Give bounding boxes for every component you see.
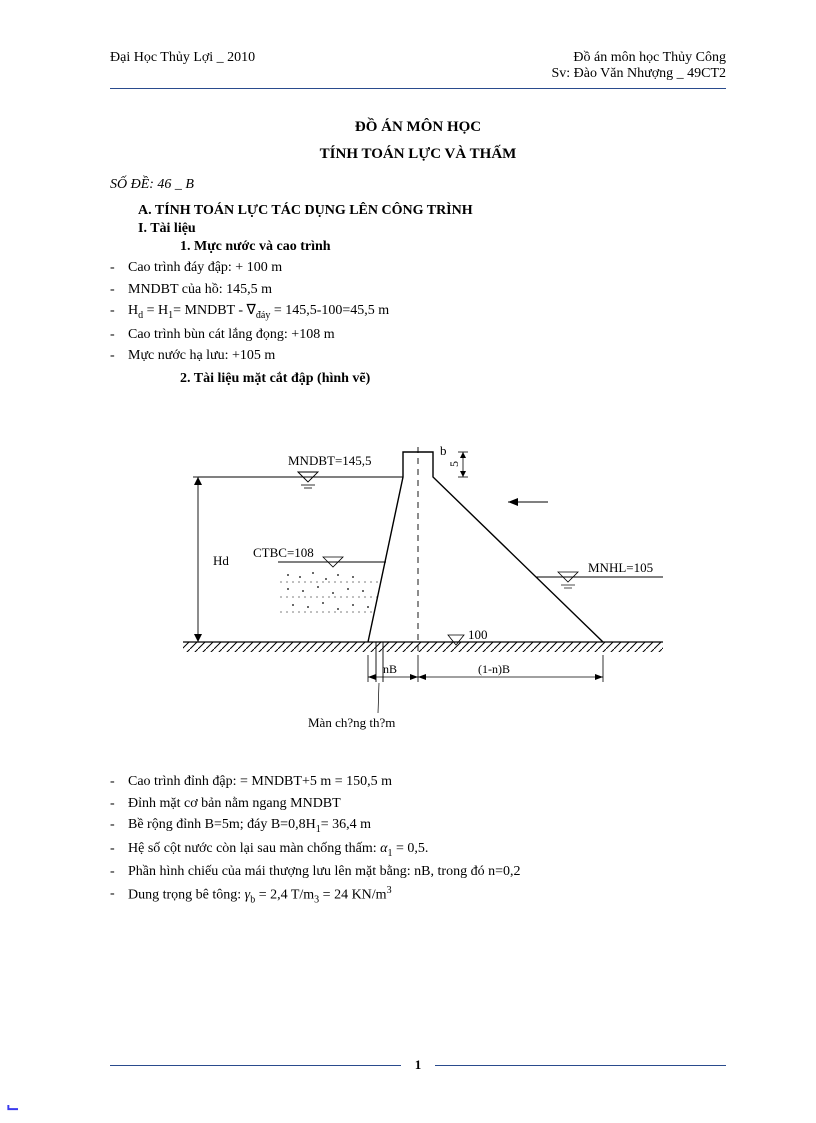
l1i2-mid2: = MNDBT - ∇ (173, 303, 256, 318)
corner-mark-icon: ⌙ (6, 1097, 19, 1117)
list-1: Cao trình đáy đập: + 100 m MNDBT của hồ:… (110, 257, 726, 367)
l2i3-alpha: α (380, 841, 387, 856)
l2i5-mid: = 2,4 T/m (255, 887, 314, 902)
dim-hd: Hd (193, 477, 229, 642)
water-symbol-upstream (298, 472, 318, 488)
ground-hatch (183, 642, 663, 652)
sediment-dots (280, 572, 380, 612)
l1i2-end: = 145,5-100=45,5 m (270, 303, 389, 318)
water-symbol-mnhl (558, 572, 578, 588)
header-right-line2: Sv: Đào Văn Nhượng _ 49CT2 (551, 66, 726, 82)
header-left: Đại Học Thủy Lợi _ 2010 (110, 50, 255, 82)
dim-5: 5 (447, 452, 468, 477)
label-mndbt: MNDBT=145,5 (288, 453, 372, 468)
label-b: b (440, 443, 447, 458)
list1-item-4: Mực nước hạ lưu: +105 m (110, 345, 726, 367)
label-ctbc: CTBC=108 (253, 545, 314, 560)
label-man: Màn ch?ng th?m (308, 715, 395, 730)
list2-item-2: Bề rộng đỉnh B=5m; đáy B=0,8H1= 36,4 m (110, 814, 726, 837)
flow-arrow-icon (508, 498, 548, 506)
footer-rule-right (435, 1065, 726, 1066)
l2i3-end: = 0,5. (393, 841, 429, 856)
l2i2-pre: Bề rộng đỉnh B=5m; đáy B=0,8H (128, 817, 316, 832)
header-right: Đồ án môn học Thủy Công Sv: Đào Văn Nhượ… (551, 50, 726, 82)
section-a-heading: A. TÍNH TOÁN LỰC TÁC DỤNG LÊN CÔNG TRÌNH (138, 203, 726, 219)
header-rule (110, 88, 726, 89)
page-header: Đại Học Thủy Lợi _ 2010 Đồ án môn học Th… (110, 50, 726, 82)
list-2: Cao trình đỉnh đập: = MNDBT+5 m = 150,5 … (110, 771, 726, 908)
l2i3-pre: Hệ số cột nước còn lại sau màn chống thấ… (128, 841, 380, 856)
label-1nB: (1-n)B (478, 662, 510, 676)
label-nB: nB (383, 662, 397, 676)
label-5: 5 (447, 461, 461, 467)
l2i5-sup2: 3 (387, 885, 392, 896)
l2i5-mid2: = 24 KN/m (319, 887, 386, 902)
dam-cross-section-diagram: MNDBT=145,5 b 5 Hd CTBC=108 (158, 417, 678, 747)
label-mnhl: MNHL=105 (588, 560, 653, 575)
l2i2-end: = 36,4 m (321, 817, 371, 832)
list2-item-3: Hệ số cột nước còn lại sau màn chống thấ… (110, 838, 726, 861)
dim-base: nB (1-n)B (368, 655, 603, 682)
header-right-line1: Đồ án môn học Thủy Công (551, 50, 726, 66)
dam-outline (368, 452, 603, 642)
page-footer: 1 (110, 1057, 726, 1073)
l1i2-mid1: = H (143, 303, 168, 318)
page-number: 1 (401, 1057, 436, 1073)
section-2-heading: 2. Tài liệu mặt cắt đập (hình vẽ) (180, 371, 726, 387)
l1i2-pre: H (128, 303, 138, 318)
list1-item-1: MNDBT của hồ: 145,5 m (110, 279, 726, 301)
doc-title-1: ĐỒ ÁN MÔN HỌC (110, 119, 726, 136)
label-hd: Hd (213, 553, 229, 568)
list2-item-4: Phần hình chiếu của mái thượng lưu lên m… (110, 861, 726, 883)
list1-item-0: Cao trình đáy đập: + 100 m (110, 257, 726, 279)
list2-item-1: Đỉnh mặt cơ bản nằm ngang MNDBT (110, 793, 726, 815)
section-i-heading: I. Tài liệu (138, 221, 726, 237)
list2-item-0: Cao trình đỉnh đập: = MNDBT+5 m = 150,5 … (110, 771, 726, 793)
doc-title-2: TÍNH TOÁN LỰC VÀ THẤM (110, 146, 726, 163)
list2-item-5: Dung trọng bê tông: γb = 2,4 T/m3 = 24 K… (110, 883, 726, 908)
list1-item-3: Cao trình bùn cát lắng đọng: +108 m (110, 324, 726, 346)
label-100: 100 (468, 627, 488, 642)
l1i2-sub3: đáy (256, 310, 270, 321)
curtain-label: Màn ch?ng th?m (308, 683, 395, 730)
l2i5-pre: Dung trọng bê tông: (128, 887, 245, 902)
list1-item-2: Hd = H1= MNDBT - ∇đáy = 145,5-100=45,5 m (110, 300, 726, 323)
section-1-heading: 1. Mực nước và cao trình (180, 239, 726, 255)
so-de: SỐ ĐỀ: 46 _ B (110, 177, 726, 193)
footer-rule-left (110, 1065, 401, 1066)
